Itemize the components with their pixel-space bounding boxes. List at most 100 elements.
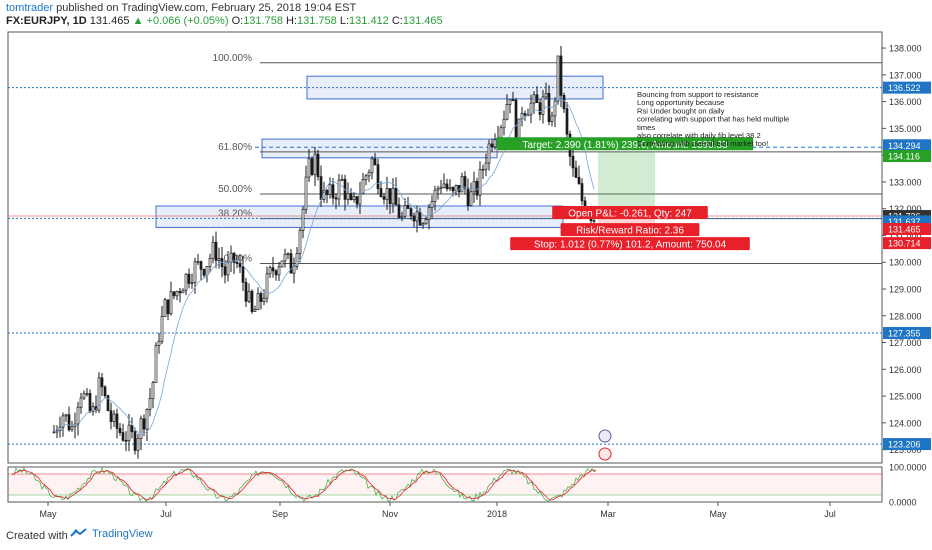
candle	[559, 55, 563, 96]
oscillator-band	[8, 474, 882, 495]
x-tick-label: 2018	[487, 509, 507, 519]
publish-line: tomtrader published on TradingView.com, …	[6, 2, 356, 14]
price-tag: 130.714	[888, 239, 921, 249]
candle	[199, 261, 203, 270]
candle	[106, 395, 110, 412]
price-chart[interactable]: 123.000 124.000 125.000 126.000 127.000 128.0…	[0, 30, 932, 520]
y-tick-label: 138.000	[889, 44, 922, 54]
change-value: +0.066 (+0.05%)	[146, 15, 229, 27]
candle	[169, 291, 173, 315]
candle	[121, 432, 125, 441]
y-tick-label: 129.000	[889, 284, 922, 294]
risk-reward-label-bg	[560, 223, 700, 237]
candle	[382, 196, 386, 200]
price-tag: 134.294	[888, 141, 921, 151]
x-tick-label: Sep	[272, 509, 288, 519]
candle	[274, 270, 278, 276]
candle	[514, 99, 518, 139]
candle	[427, 207, 431, 220]
candle	[373, 158, 377, 166]
candle	[529, 102, 533, 116]
candle	[502, 118, 506, 129]
candle	[406, 205, 410, 209]
last-price: 131.465	[89, 15, 130, 27]
stop-label-bg	[510, 237, 750, 251]
price-tag: 131.465	[888, 225, 921, 235]
ohlc-line: FX:EURJPY, 1D 131.465 ▲ +0.066 (+0.05%) …	[6, 15, 443, 27]
candle	[79, 397, 83, 408]
candle	[460, 176, 464, 193]
o-value: 131.758	[243, 15, 283, 27]
x-tick-label: May	[39, 509, 57, 519]
candle	[487, 143, 491, 164]
candle	[148, 398, 152, 410]
x-tick-label: Jul	[160, 509, 172, 519]
candle	[340, 178, 344, 181]
candle	[223, 266, 227, 276]
candle	[367, 171, 371, 177]
x-tick-label: Jul	[824, 509, 836, 519]
candle	[85, 393, 89, 395]
candle	[493, 139, 497, 148]
candle	[385, 188, 389, 200]
candle	[193, 261, 197, 283]
author-link[interactable]: tomtrader	[6, 2, 54, 14]
symbol-label: FX:EURJPY, 1D	[6, 15, 87, 27]
candle	[295, 253, 299, 267]
candle	[484, 162, 488, 170]
event-flag-icon	[598, 429, 612, 461]
candle	[400, 215, 404, 218]
candle	[232, 252, 236, 263]
candle	[145, 408, 149, 430]
annotation-line: times	[637, 123, 655, 132]
oscillator-tick-label: 0.0000	[889, 498, 917, 508]
candle	[433, 189, 437, 202]
y-tick-label: 132.000	[889, 204, 922, 214]
candle	[166, 299, 170, 315]
y-tick-label: 125.000	[889, 392, 922, 402]
candle	[271, 267, 275, 272]
candle	[454, 185, 458, 192]
tradingview-logo[interactable]: TradingView	[70, 528, 153, 540]
candle	[154, 345, 158, 383]
candle	[430, 201, 434, 208]
candle	[544, 93, 548, 98]
candle	[361, 179, 365, 194]
candle	[211, 241, 215, 259]
candle	[451, 187, 455, 192]
tradingview-logo-icon	[70, 528, 87, 537]
price-tag-bg	[883, 327, 931, 340]
oscillator-pane	[7, 466, 883, 503]
oscillator-tick-label: 100.0000	[889, 463, 927, 473]
y-tick-label: 131.000	[889, 231, 922, 241]
candle	[376, 164, 380, 189]
candle	[475, 181, 479, 196]
annotation-line: also correlate with daily fib level 38.2	[637, 131, 761, 140]
candle	[532, 94, 536, 104]
candle	[130, 424, 134, 433]
candle	[253, 309, 257, 312]
target-label-bg	[496, 137, 754, 151]
candle	[421, 223, 425, 226]
candle	[118, 427, 122, 433]
footer: Created with TradingView	[0, 522, 932, 550]
candle	[394, 187, 398, 206]
l-label: L:	[339, 15, 350, 27]
candle	[445, 183, 449, 190]
candle	[325, 190, 329, 195]
candle	[388, 188, 392, 205]
candle	[556, 55, 560, 102]
candle	[265, 273, 269, 299]
candle	[520, 113, 524, 120]
candle	[175, 291, 179, 297]
candle	[337, 179, 341, 200]
candle	[97, 377, 101, 411]
candle	[160, 316, 164, 342]
chart-area[interactable]: 123.000 124.000 125.000 126.000 127.000 128.0…	[0, 30, 932, 520]
l-value: 131.412	[349, 15, 389, 27]
candle	[592, 220, 596, 222]
candle	[103, 386, 107, 397]
candle	[202, 269, 206, 276]
candle	[328, 184, 332, 195]
candle	[331, 184, 335, 199]
